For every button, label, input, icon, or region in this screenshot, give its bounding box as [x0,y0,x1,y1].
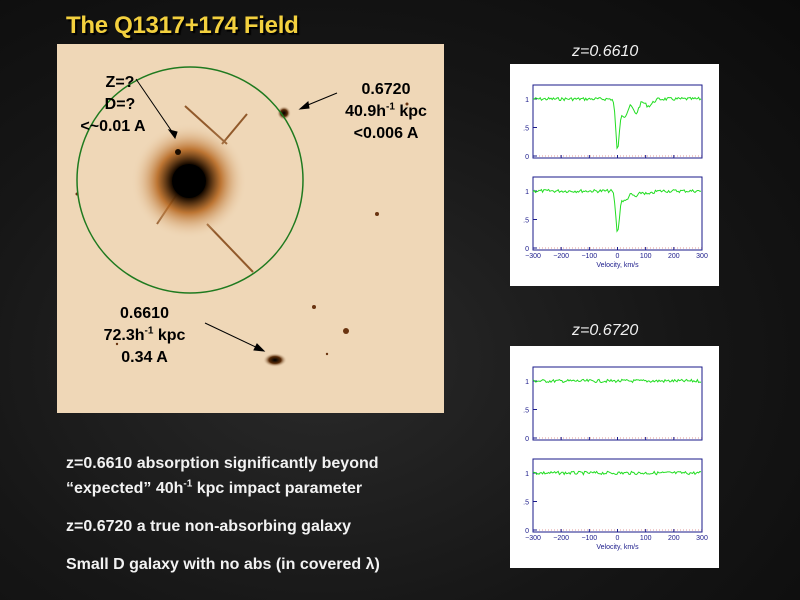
y-tick-label: .5 [523,218,529,225]
spectrum-frame [532,366,703,441]
x-tick-label: 0 [616,535,620,542]
x-axis-label: Velocity, km/s [596,262,639,269]
x-tick-label: 100 [640,253,652,260]
spectrum-z-label-1: z=0.6610 [572,43,639,60]
galaxy-0-6720 [277,106,291,120]
spectrum-line [532,96,702,150]
x-axis-label: Velocity, km/s [596,544,639,551]
label-galaxy-0-6720: 0.6720 40.9h-1 kpc <0.006 A [330,79,442,145]
y-tick-label: 0 [525,154,529,161]
note-line-1: z=0.6610 absorption significantly beyond [66,455,379,472]
label-6720-d: 40.9h-1 kpc [345,101,427,120]
label-unknown-d: D=? [104,96,136,113]
quasar [172,164,206,198]
label-6610-d: 72.3h-1 kpc [103,325,186,344]
field-image: Z=? D=? <~0.01 A 0.6720 40.9h-1 kpc <0.0… [57,44,444,413]
label-6610-ew: 0.34 A [121,349,168,366]
note-line-2: “expected” 40h-1 kpc impact parameter [66,478,363,497]
x-tick-label: −200 [553,535,569,542]
x-tick-label: −100 [581,253,597,260]
label-6720-z: 0.6720 [361,81,411,98]
y-tick-label: 1 [525,97,529,104]
x-tick-label: −100 [581,535,597,542]
x-tick-label: 100 [640,535,652,542]
y-tick-label: 1 [525,189,529,196]
note-line-4: Small D galaxy with no abs (in covered λ… [66,556,380,573]
spectrum-line [532,378,702,384]
slide-title: The Q1317+174 Field [66,12,299,39]
label-arrows [135,78,338,352]
label-unknown-ew: <~0.01 A [80,118,146,135]
faint-objects [75,102,409,356]
spectrum-plot-1: 1.5 0 1.5 0 −300 −200 −100 0 100 200 300 Velocity, … [510,64,719,286]
label-unknown-galaxy: Z=? D=? <~0.01 A [75,72,165,138]
spectrum-line [532,470,702,476]
spectrum-frame [532,176,703,251]
y-tick-label: .5 [523,500,529,507]
x-tick-label: −200 [553,253,569,260]
x-tick-label: 300 [696,253,708,260]
label-unknown-z: Z=? [105,74,135,91]
spectrum-line [532,188,701,233]
small-galaxy [175,149,181,155]
y-tick-label: 0 [525,246,529,253]
x-tick-label: 300 [696,535,708,542]
y-tick-label: .5 [523,126,529,133]
x-tick-label: 0 [616,253,620,260]
spectrum-z-label-2: z=0.6720 [572,322,639,339]
y-tick-label: 0 [525,528,529,535]
label-6610-z: 0.6610 [120,305,169,322]
x-tick-label: 200 [668,535,680,542]
galaxy-0-6610 [263,353,287,367]
x-tick-label: −300 [525,253,541,260]
note-line-3: z=0.6720 a true non-absorbing galaxy [66,518,351,535]
spectrum-svg-2: 1.501.50−300 −200 −100 0 100 200 300Velocity, … [523,366,708,551]
x-tick-label: 200 [668,253,680,260]
y-tick-label: 1 [525,471,529,478]
spectrum-frame [532,458,703,533]
label-galaxy-0-6610: 0.6610 72.3h-1 kpc 0.34 A [77,303,212,369]
label-6720-ew: <0.006 A [353,125,419,142]
x-tick-label: −300 [525,535,541,542]
y-tick-label: 1 [525,379,529,386]
y-tick-label: 0 [525,436,529,443]
y-tick-label: .5 [523,408,529,415]
spectrum-plot-2: 1.5 0 1.5 0 −300 −200 −100 0 100 200 300 Velocity, … [510,346,719,568]
impact-radius-circle [76,66,304,294]
spectrum-svg-1: 1.501.50−300 −200 −100 0 100 200 300Velocity, … [523,84,708,269]
field-image-svg [75,66,409,367]
